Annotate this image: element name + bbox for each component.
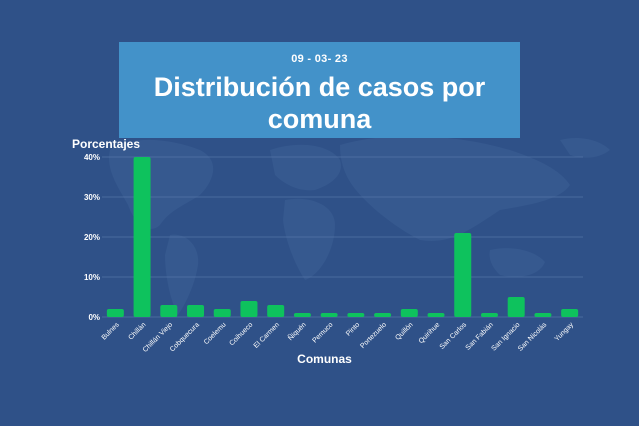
x-tick-label: Coelemu <box>203 321 228 346</box>
x-axis-label: Comunas <box>297 352 352 366</box>
bar <box>374 313 392 317</box>
title-line-2: comuna <box>267 104 372 134</box>
x-tick-label: Ñiquén <box>286 320 308 342</box>
x-tick-label: Portezuelo <box>359 321 388 350</box>
title-line-1: Distribución de casos por <box>153 72 486 102</box>
x-tick-label: Chillán <box>127 321 147 341</box>
x-tick-label: Quillón <box>394 321 414 341</box>
y-axis-label: Porcentajes <box>72 137 141 151</box>
y-tick-label: 20% <box>84 233 100 242</box>
y-tick-label: 10% <box>84 273 100 282</box>
x-tick-label: San Nicolás <box>517 321 549 353</box>
x-tick-label: Pinto <box>345 321 361 337</box>
x-tick-label: Pemuco <box>311 321 334 344</box>
bar <box>480 313 498 317</box>
chart-title: Distribución de casos por comuna <box>119 71 520 135</box>
x-tick-label: El Carmen <box>253 321 281 349</box>
bar <box>320 313 338 317</box>
x-tick-label: Yungay <box>554 321 576 343</box>
bar <box>400 309 418 317</box>
bar <box>347 313 365 317</box>
x-tick-label: Quirihue <box>418 321 442 345</box>
bar <box>427 313 445 317</box>
bar <box>106 309 124 317</box>
bar <box>561 309 579 317</box>
bar <box>160 305 178 317</box>
bar <box>454 233 472 317</box>
bar <box>534 313 552 317</box>
bar <box>240 301 258 317</box>
bar <box>267 305 285 317</box>
bar <box>507 297 525 317</box>
x-tick-label: Coihueco <box>229 321 255 347</box>
y-tick-label: 40% <box>84 153 100 162</box>
date-label: 09 - 03- 23 <box>291 53 348 65</box>
x-tick-label: Bulnes <box>101 321 121 341</box>
y-tick-label: 30% <box>84 193 100 202</box>
y-tick-label: 0% <box>88 313 100 322</box>
bar <box>213 309 231 317</box>
bar <box>187 305 205 317</box>
bar <box>133 157 151 317</box>
bar <box>293 313 311 317</box>
title-banner: 09 - 03- 23 Distribución de casos por co… <box>119 42 520 138</box>
